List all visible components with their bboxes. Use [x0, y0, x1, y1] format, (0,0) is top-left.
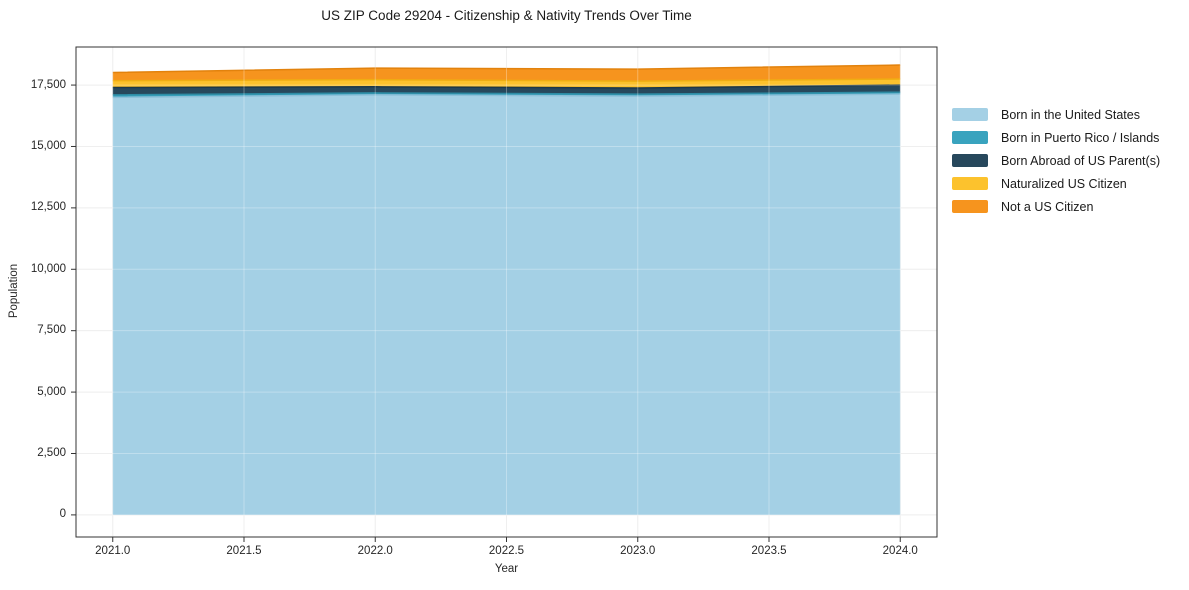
- legend-label: Not a US Citizen: [1001, 199, 1094, 214]
- y-tick-label: 2,500: [37, 446, 66, 459]
- x-tick-label: 2022.5: [488, 545, 525, 557]
- area-born-in-the-united-states: [112, 94, 901, 515]
- edge-born-abroad-of-us-parent-s: [112, 84, 901, 89]
- y-tick-label: 17,500: [30, 78, 66, 91]
- x-tick-label: 2022.0: [357, 545, 393, 557]
- legend-swatch: [952, 108, 988, 121]
- legend-item-not-a-us-citizen: Not a US Citizen: [952, 195, 1160, 218]
- legend: Born in the United States Born in Puerto …: [952, 103, 1160, 218]
- edge-born-in-the-united-states: [112, 93, 901, 99]
- legend-item-born-in-puerto-rico-islands: Born in Puerto Rico / Islands: [952, 126, 1160, 149]
- x-tick-label: 2023.0: [620, 545, 656, 557]
- legend-swatch: [952, 200, 988, 213]
- y-tick-label: 12,500: [30, 201, 66, 214]
- legend-label: Born in the United States: [1001, 107, 1140, 122]
- y-tick-label: 5,000: [37, 385, 66, 398]
- legend-swatch: [952, 154, 988, 167]
- edge-naturalized-us-citizen: [112, 78, 901, 82]
- x-tick-label: 2021.0: [95, 545, 131, 557]
- y-tick-label: 0: [59, 508, 66, 521]
- y-tick-label: 7,500: [37, 324, 66, 337]
- legend-label: Born in Puerto Rico / Islands: [1001, 130, 1160, 145]
- x-tick-label: 2023.5: [751, 545, 787, 557]
- legend-swatch: [952, 131, 988, 144]
- x-axis-label: Year: [494, 563, 519, 575]
- edge-not-a-us-citizen: [112, 64, 901, 74]
- y-tick-label: 10,000: [30, 262, 66, 275]
- area-not-a-us-citizen: [112, 65, 901, 82]
- y-tick-label: 15,000: [30, 139, 66, 152]
- x-tick-label: 2021.5: [226, 545, 262, 557]
- chart-title: US ZIP Code 29204 - Citizenship & Nativi…: [321, 8, 692, 23]
- legend-item-born-in-the-united-states: Born in the United States: [952, 103, 1160, 126]
- legend-item-naturalized-us-citizen: Naturalized US Citizen: [952, 172, 1160, 195]
- legend-label: Born Abroad of US Parent(s): [1001, 153, 1161, 168]
- edge-born-in-puerto-rico-islands: [112, 91, 901, 96]
- legend-swatch: [952, 177, 988, 190]
- x-tick-label: 2024.0: [882, 545, 918, 557]
- legend-item-born-abroad-of-us-parent-s: Born Abroad of US Parent(s): [952, 149, 1160, 172]
- legend-label: Naturalized US Citizen: [1001, 176, 1127, 191]
- y-axis-label: Population: [8, 263, 20, 319]
